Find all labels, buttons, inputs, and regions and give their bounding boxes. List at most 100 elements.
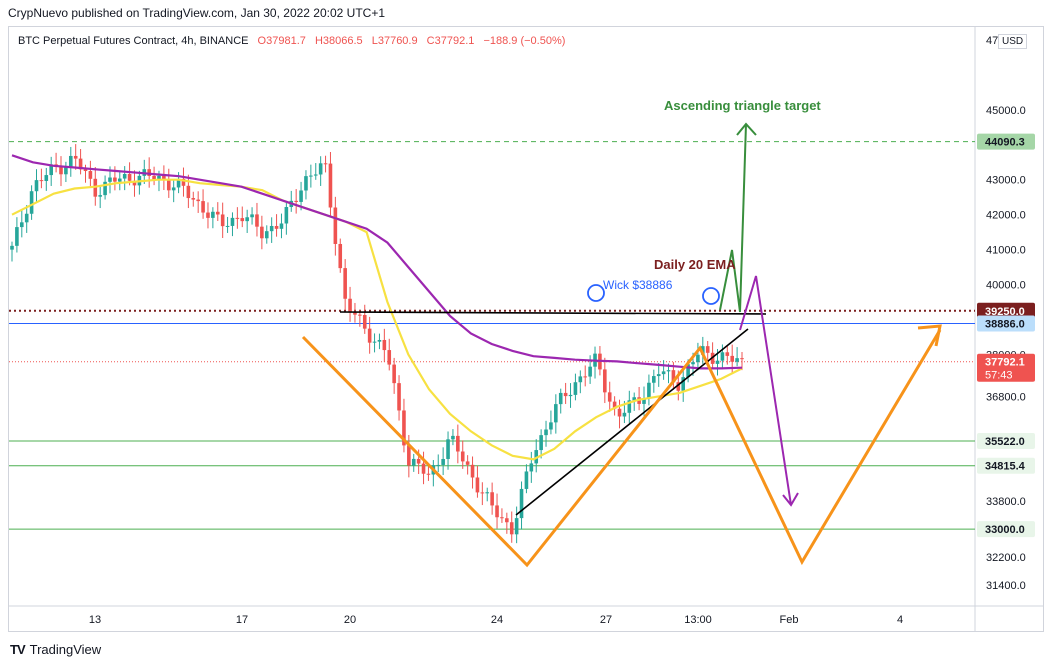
- candle-body: [490, 492, 494, 506]
- candle-body: [34, 180, 39, 192]
- candle-body: [171, 187, 176, 191]
- candle-body: [730, 355, 735, 362]
- candle-body: [19, 222, 24, 228]
- candle-body: [372, 341, 377, 343]
- brand-name: TradingView: [29, 642, 102, 657]
- candle-body: [117, 178, 122, 182]
- price-label-text: 34815.4: [985, 461, 1026, 473]
- candle-body: [715, 360, 720, 364]
- candle-body: [49, 164, 53, 176]
- candle-body: [426, 473, 431, 475]
- candle-body: [309, 175, 313, 177]
- candle-body: [24, 213, 29, 223]
- candle-body: [348, 298, 352, 313]
- candle-body: [632, 397, 637, 401]
- chart-frame: [8, 26, 1044, 632]
- candle-body: [480, 492, 485, 494]
- x-tick-label: Feb: [780, 614, 799, 626]
- candle-body: [313, 174, 318, 176]
- candle-body: [407, 445, 411, 466]
- candle-body: [656, 374, 661, 377]
- candle-body: [627, 400, 632, 413]
- legend-close: C37792.1: [426, 35, 475, 47]
- candle-body: [294, 200, 298, 202]
- y-tick-label: 32200.0: [986, 552, 1026, 564]
- candle-body: [617, 408, 622, 417]
- candle-body: [98, 195, 102, 197]
- candle-body: [691, 362, 695, 365]
- x-tick-label: 13: [89, 614, 101, 626]
- candle-body: [485, 492, 490, 494]
- candle-body: [201, 201, 205, 213]
- candle-body: [568, 394, 573, 397]
- price-label-text: 44090.3: [985, 137, 1025, 149]
- candle-body: [740, 358, 744, 360]
- candle-body: [671, 370, 676, 383]
- candle-body: [127, 173, 132, 181]
- candle-body: [573, 382, 578, 395]
- price-label-box: [977, 315, 1035, 332]
- candle-body: [206, 212, 210, 218]
- candle-body: [392, 364, 396, 384]
- candle-body: [103, 181, 107, 196]
- candles-group: [10, 144, 744, 544]
- y-tick-label: 42000.0: [986, 210, 1026, 222]
- candle-body: [269, 225, 274, 232]
- candle-body: [10, 245, 14, 250]
- candle-body: [108, 177, 112, 182]
- wick-circle-marker: [587, 284, 605, 302]
- triangle-resistance-line: [339, 311, 767, 315]
- candle-body: [362, 314, 367, 329]
- candle-body: [588, 366, 592, 377]
- candle-body: [514, 518, 519, 535]
- candle-body: [240, 218, 245, 222]
- candle-body: [421, 463, 426, 474]
- candle-body: [529, 463, 534, 472]
- candle-body: [402, 410, 406, 446]
- candle-body: [539, 435, 543, 451]
- countdown-label-text: 57:43: [985, 370, 1013, 382]
- candle-body: [147, 169, 151, 176]
- candle-body: [544, 429, 548, 436]
- candle-body: [260, 226, 264, 239]
- price-label-box: [977, 433, 1035, 450]
- target-arrow-head: [736, 122, 757, 136]
- candle-body: [88, 171, 93, 179]
- candle-body: [152, 175, 156, 181]
- purple-arrow-head: [782, 492, 799, 507]
- price-label-box: [977, 133, 1035, 150]
- candle-body: [451, 435, 455, 440]
- candle-body: [186, 185, 191, 199]
- y-tick-label: 31400.0: [986, 580, 1026, 592]
- candle-body: [377, 339, 382, 342]
- wick-circle-marker: [702, 287, 720, 305]
- candle-body: [225, 225, 230, 227]
- candle-body: [436, 464, 441, 466]
- y-tick-label: 33800.0: [986, 496, 1026, 508]
- price-label-box: [977, 353, 1035, 382]
- candle-body: [603, 369, 607, 393]
- candle-body: [446, 439, 450, 459]
- candle-body: [387, 350, 392, 365]
- candle-body: [15, 227, 19, 246]
- candle-body: [622, 412, 627, 417]
- candle-body: [299, 190, 303, 202]
- currency-label[interactable]: USD: [998, 34, 1028, 49]
- x-tick-label: 27: [600, 614, 612, 626]
- candle-body: [39, 180, 44, 182]
- tradingview-brand[interactable]: TV TradingView: [10, 642, 101, 657]
- ema-fast-line: [11, 178, 743, 461]
- legend-change: −188.9 (−0.50%): [483, 35, 566, 47]
- candle-body: [519, 488, 524, 519]
- candle-body: [343, 268, 347, 299]
- candle-body: [250, 214, 254, 218]
- candle-body: [500, 517, 504, 519]
- candle-body: [696, 354, 700, 363]
- x-tick-label: 20: [344, 614, 356, 626]
- candle-body: [255, 214, 259, 227]
- candle-body: [441, 458, 445, 465]
- tradingview-logo-icon: TV: [10, 642, 26, 657]
- price-label-box: [977, 302, 1035, 319]
- candle-body: [83, 169, 88, 172]
